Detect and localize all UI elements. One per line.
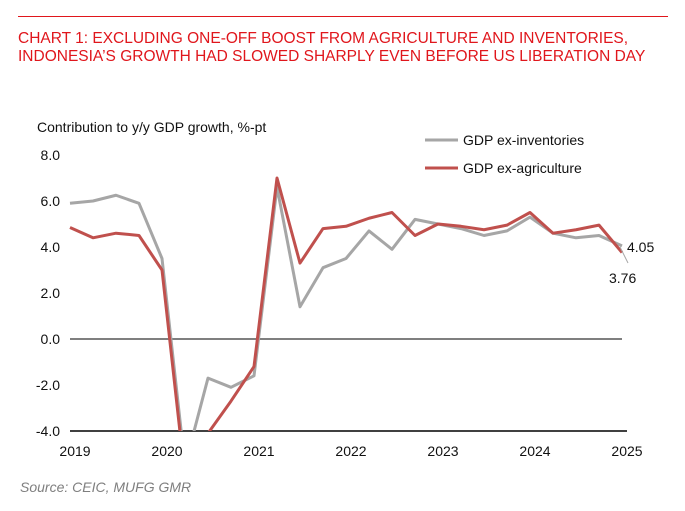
x-tick-label: 2023	[427, 443, 458, 459]
x-tick-label: 2021	[243, 443, 274, 459]
x-tick-label: 2020	[151, 443, 182, 459]
legend-label-ex-inventories: GDP ex-inventories	[463, 132, 584, 148]
y-tick-label: 8.0	[41, 147, 61, 163]
legend: GDP ex-inventories GDP ex-agriculture	[425, 132, 584, 176]
source-note: Source: CEIC, MUFG GMR	[20, 479, 192, 495]
y-axis-label: Contribution to y/y GDP growth, %-pt	[37, 119, 266, 135]
label-leader-line	[619, 246, 629, 264]
x-tick-label: 2019	[59, 443, 90, 459]
end-label-ex-inventories: 4.05	[627, 239, 654, 255]
x-tick-label: 2025	[611, 443, 642, 459]
series-line-ex-inventories	[69, 185, 623, 431]
legend-label-ex-agriculture: GDP ex-agriculture	[463, 160, 582, 176]
x-tick-label: 2022	[335, 443, 366, 459]
y-tick-label: -2.0	[36, 377, 60, 393]
header-rule	[18, 16, 668, 17]
y-tick-label: -4.0	[36, 423, 60, 439]
y-tick-label: 0.0	[41, 331, 61, 347]
end-label-ex-agriculture: 3.76	[609, 270, 636, 286]
y-tick-label: 4.0	[41, 239, 61, 255]
y-tick-label: 6.0	[41, 193, 61, 209]
x-tick-label: 2024	[519, 443, 550, 459]
y-tick-label: 2.0	[41, 285, 61, 301]
chart-title: CHART 1: EXCLUDING ONE-OFF BOOST FROM AG…	[18, 30, 646, 65]
